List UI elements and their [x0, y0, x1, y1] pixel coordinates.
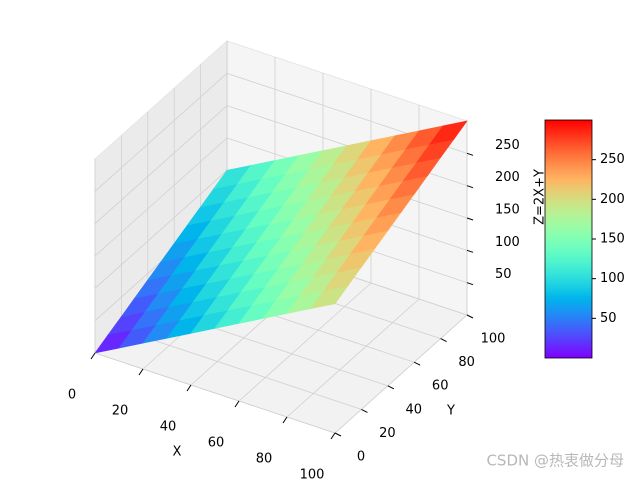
grid-line — [94, 352, 336, 434]
colorbar-tick-label: 250 — [600, 152, 625, 167]
y-tick — [413, 361, 421, 366]
y-tick — [334, 432, 342, 437]
grid-line — [94, 137, 228, 257]
z-tick — [466, 249, 474, 253]
grid-line — [238, 282, 372, 402]
x-tick-label: 0 — [68, 388, 76, 403]
grid-line — [94, 170, 228, 289]
z-tick — [466, 217, 474, 221]
y-tick-label: 20 — [379, 426, 396, 441]
colorbar — [544, 119, 593, 359]
z-tick — [466, 152, 474, 156]
z-tick — [466, 282, 474, 286]
y-tick-label: 60 — [432, 379, 449, 394]
x-tick — [282, 416, 288, 424]
watermark: CSDN @热衷做分母 — [486, 452, 624, 470]
x-tick — [234, 400, 240, 408]
y-tick — [440, 338, 447, 343]
y-tick-label: 80 — [458, 355, 475, 370]
grid-line — [94, 73, 228, 192]
y-tick — [361, 408, 368, 413]
y-tick — [387, 385, 395, 390]
grid-line — [94, 105, 228, 224]
x-tick — [330, 432, 336, 440]
colorbar-tick-label: 200 — [600, 192, 625, 207]
y-tick-label: 0 — [357, 450, 365, 465]
colorbar-tick-label: 100 — [600, 271, 625, 286]
z-tick-label: 250 — [495, 138, 520, 153]
x-tick-label: 100 — [300, 468, 325, 480]
surface-cell — [429, 120, 468, 145]
y-tick-label: 100 — [481, 332, 506, 347]
x-tick-label: 20 — [112, 404, 129, 419]
colorbar-tick-label: 50 — [600, 311, 617, 326]
grid-line — [121, 329, 362, 410]
z-tick — [466, 185, 474, 189]
y-tick — [466, 314, 474, 319]
x-tick-label: 40 — [160, 420, 177, 435]
y-tick-label: 40 — [406, 402, 423, 417]
x-tick-label: 60 — [208, 436, 225, 451]
z-axis-label: Z=2X+Y — [533, 169, 548, 225]
x-axis-label: X — [173, 445, 182, 460]
x-tick — [90, 352, 96, 360]
grid-line — [334, 314, 468, 434]
z-tick-label: 150 — [495, 203, 520, 218]
y-axis-label: Y — [446, 404, 455, 419]
x-tick — [138, 368, 144, 376]
x-tick — [186, 384, 192, 392]
z-tick-label: 200 — [495, 170, 520, 185]
grid-line — [286, 298, 420, 418]
colorbar-tick-label: 150 — [600, 232, 625, 247]
z-tick-label: 100 — [495, 235, 520, 250]
z-tick-label: 50 — [495, 267, 512, 282]
x-tick-label: 80 — [256, 452, 273, 467]
